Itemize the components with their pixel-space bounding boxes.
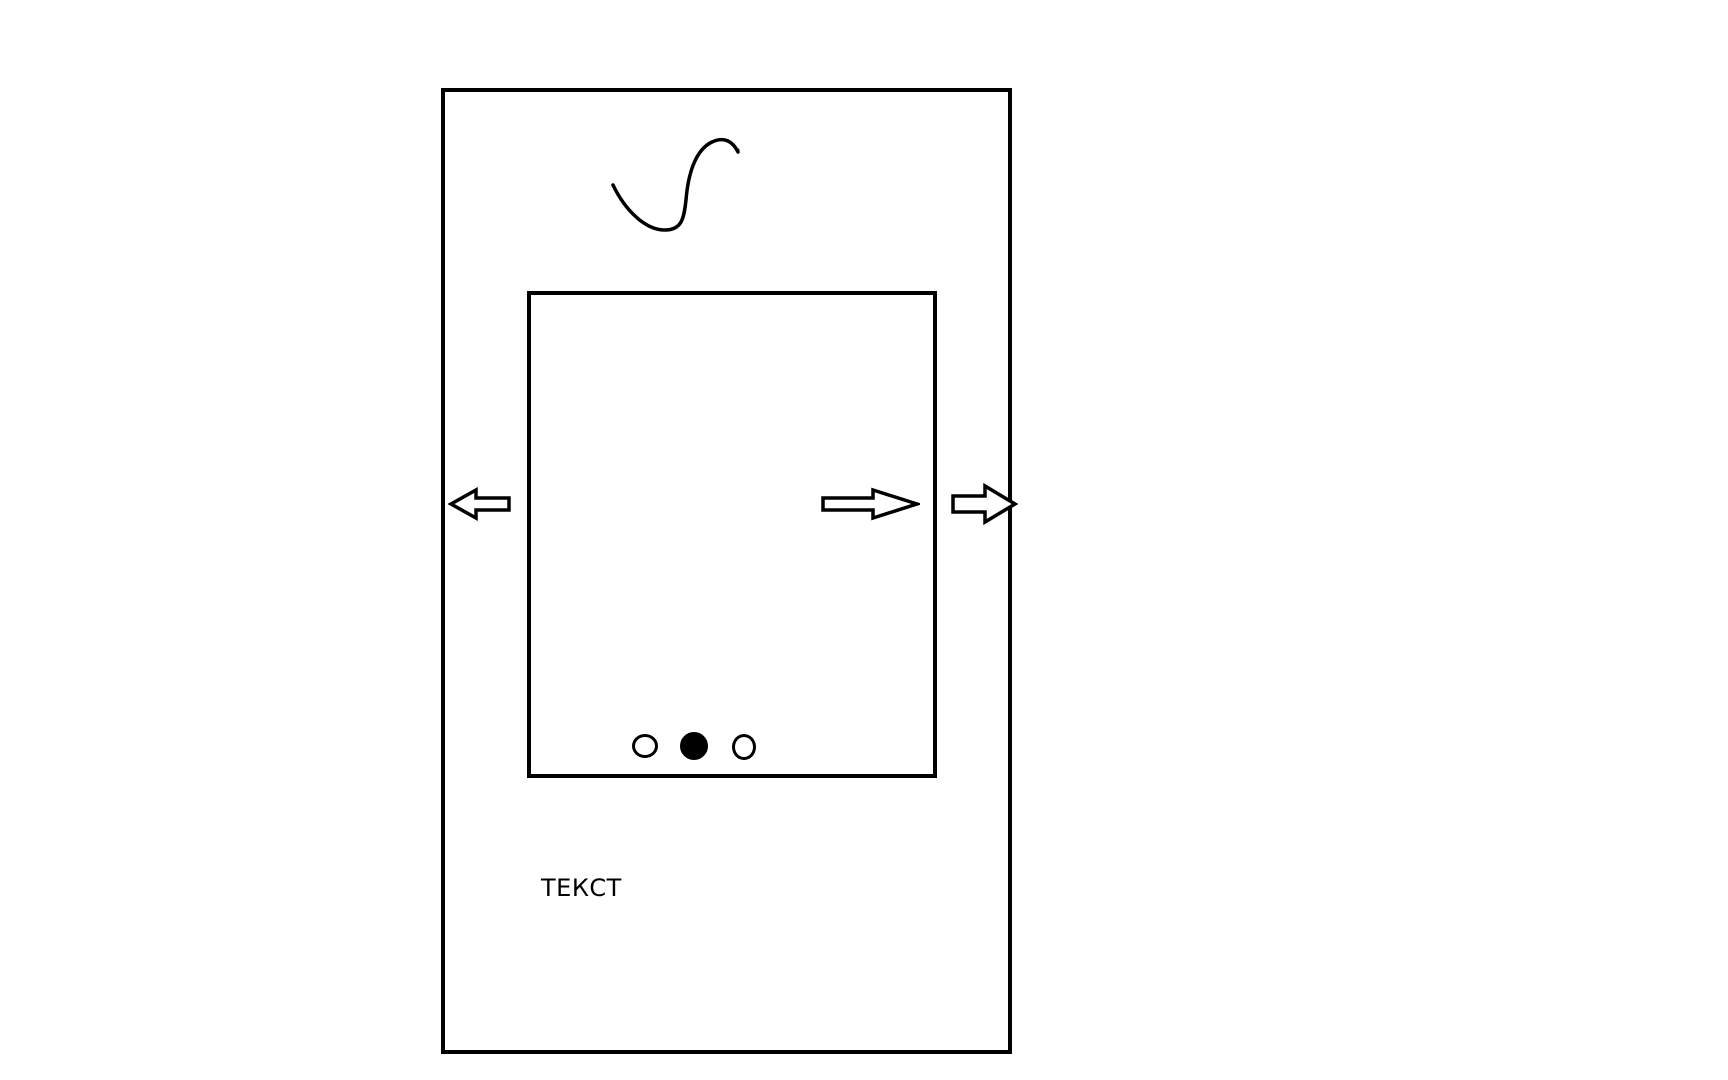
squiggle-logo-icon bbox=[600, 130, 760, 250]
image-slider[interactable] bbox=[527, 291, 937, 778]
outer-next-arrow-icon[interactable] bbox=[950, 482, 1018, 526]
text-label: ТЕКСТ bbox=[541, 874, 622, 902]
slider-prev-arrow-icon[interactable] bbox=[448, 486, 512, 522]
screen-frame bbox=[441, 88, 1012, 1054]
pagination-dot[interactable] bbox=[732, 734, 756, 760]
pagination-dot[interactable] bbox=[632, 734, 658, 758]
pagination-dot-active[interactable] bbox=[680, 732, 708, 760]
slider-pagination bbox=[630, 732, 770, 762]
slider-next-arrow-icon[interactable] bbox=[820, 486, 920, 522]
